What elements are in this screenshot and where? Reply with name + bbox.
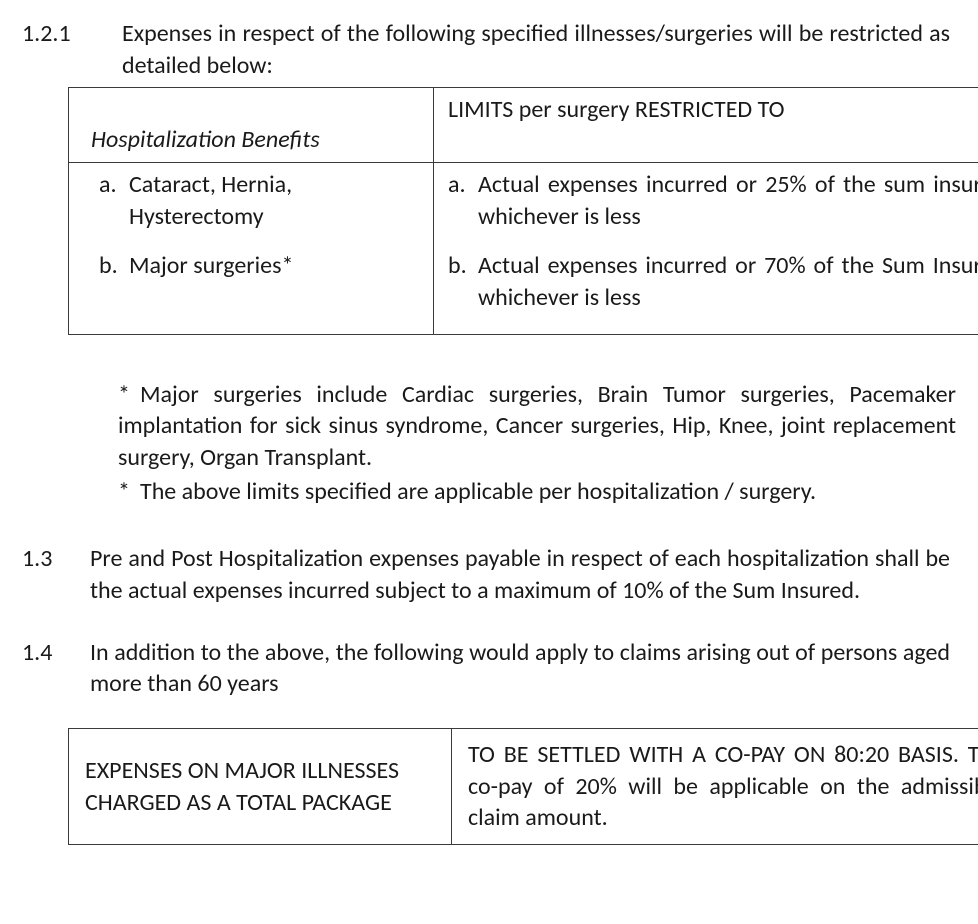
clause-number: 1.2.1 xyxy=(22,18,122,81)
asterisk-icon: * xyxy=(118,476,140,508)
limit-text: Actual expenses incurred or 70% of the S… xyxy=(478,250,978,313)
footnote-2: *The above limits specified are applicab… xyxy=(118,476,956,508)
list-marker: a. xyxy=(448,169,478,232)
clause-text: In addition to the above, the following … xyxy=(76,637,950,700)
clause-text: Expenses in respect of the following spe… xyxy=(122,18,950,81)
table-header-row: Hospitalization Benefits LIMITS per surg… xyxy=(69,88,978,163)
footnote-1: *Major surgeries include Cardiac surgeri… xyxy=(118,379,956,474)
benefit-text: Major surgeries* xyxy=(129,250,421,282)
table-row: a. Cataract, Hernia, Hysterectomy b. Maj… xyxy=(69,163,978,335)
limit-item-b: b. Actual expenses incurred or 70% of th… xyxy=(448,250,978,313)
footnote-text: Major surgeries include Cardiac surgerie… xyxy=(118,380,956,472)
clause-1-4: 1.4 In addition to the above, the follow… xyxy=(22,637,950,700)
hospitalization-benefits-table: Hospitalization Benefits LIMITS per surg… xyxy=(68,87,978,334)
list-marker: b. xyxy=(99,250,129,282)
header-hospitalization-benefits: Hospitalization Benefits xyxy=(69,88,434,163)
clause-number: 1.3 xyxy=(22,543,76,606)
clause-1-2-1: 1.2.1 Expenses in respect of the followi… xyxy=(22,18,950,81)
clause-1-3: 1.3 Pre and Post Hospitalization expense… xyxy=(22,543,950,606)
limit-item-a: a. Actual expenses incurred or 25% of th… xyxy=(448,169,978,232)
benefit-item-a: a. Cataract, Hernia, Hysterectomy xyxy=(83,169,421,232)
footnote-text: The above limits specified are applicabl… xyxy=(140,477,816,506)
limit-text: Actual expenses incurred or 25% of the s… xyxy=(478,169,978,232)
copay-table: EXPENSES ON MAJOR ILLNESSES CHARGED AS A… xyxy=(68,728,978,845)
clause-text: Pre and Post Hospitalization expenses pa… xyxy=(76,543,950,606)
copay-left-cell: EXPENSES ON MAJOR ILLNESSES CHARGED AS A… xyxy=(69,729,452,845)
header-limits: LIMITS per surgery RESTRICTED TO xyxy=(434,88,978,163)
table-row: EXPENSES ON MAJOR ILLNESSES CHARGED AS A… xyxy=(69,729,978,845)
asterisk-icon: * xyxy=(118,379,140,411)
copay-right-cell: TO BE SETTLED WITH A CO-PAY ON 80:20 BAS… xyxy=(452,729,978,845)
list-marker: a. xyxy=(99,169,129,232)
benefit-text: Cataract, Hernia, Hysterectomy xyxy=(129,169,421,232)
clause-number: 1.4 xyxy=(22,637,76,700)
benefit-item-b: b. Major surgeries* xyxy=(83,250,421,282)
footnotes-block: *Major surgeries include Cardiac surgeri… xyxy=(118,379,956,508)
list-marker: b. xyxy=(448,250,478,313)
